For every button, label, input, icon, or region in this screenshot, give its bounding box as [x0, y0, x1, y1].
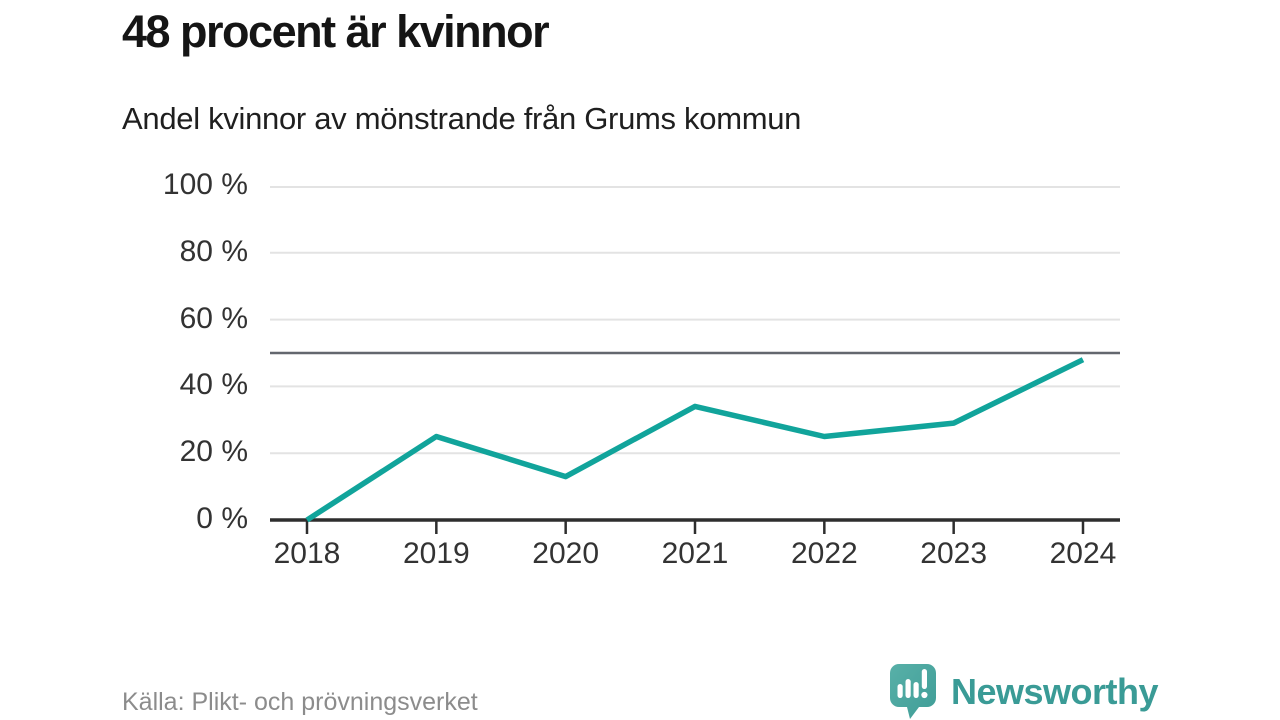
- x-tick-label-2024: 2024: [1049, 537, 1117, 570]
- x-tick-label-2020: 2020: [532, 537, 600, 570]
- source-note: Källa: Plikt- och prövningsverket: [122, 688, 478, 716]
- exclamation-stroke-icon: [921, 669, 927, 689]
- y-tick-label-20: 20 %: [179, 435, 248, 469]
- y-tick-label-100: 100 %: [162, 168, 248, 201]
- data-line-andel-kvinnor: [305, 357, 1085, 523]
- x-tick-label-2023: 2023: [920, 537, 988, 570]
- y-tick-label-60: 60 %: [179, 301, 248, 335]
- exclamation-dot-icon: [921, 691, 928, 699]
- chart-title: 48 procent är kvinnor: [122, 6, 550, 57]
- speech-bubble-shape: [889, 664, 936, 719]
- newsworthy-wordmark: Newsworthy: [950, 670, 1159, 712]
- bar-2-icon: [905, 679, 911, 698]
- bar-3-icon: [913, 682, 919, 698]
- newsworthy-brand: Newsworthy: [889, 663, 1159, 720]
- x-tick-label-2019: 2019: [402, 537, 470, 570]
- x-tick-label-2022: 2022: [790, 537, 858, 570]
- y-tick-label-40: 40 %: [179, 368, 248, 402]
- line-chart-plot: [270, 186, 1120, 534]
- bar-1-icon: [897, 684, 903, 698]
- y-tick-label-0: 0 %: [196, 502, 248, 535]
- y-tick-label-80: 80 %: [179, 234, 248, 268]
- x-tick-label-2018: 2018: [273, 537, 341, 570]
- newsworthy-logo-icon: [889, 664, 936, 719]
- chart-subtitle: Andel kvinnor av mönstrande från Grums k…: [122, 101, 802, 136]
- x-tick-label-2021: 2021: [661, 537, 729, 570]
